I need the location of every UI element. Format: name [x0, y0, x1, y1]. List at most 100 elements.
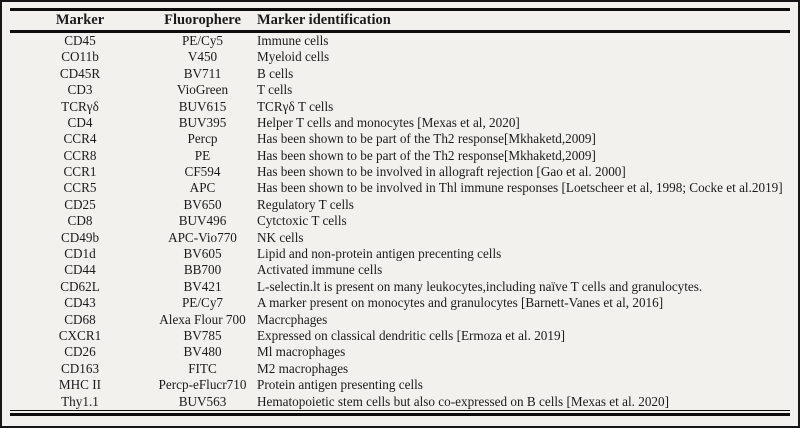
cell-fluorophore: BUV395	[178, 115, 227, 130]
cell-fluorophore: APC-Vio770	[168, 230, 237, 245]
cell-marker: CD44	[64, 263, 96, 278]
cell-fluorophore: PE/Cy7	[181, 296, 224, 311]
table-row: CD68 Alexa Flour 700 Macrcphages	[10, 312, 790, 328]
cell-identification: L-selectin.lt is present on many leukocy…	[257, 279, 703, 294]
cell-marker: CCR1	[63, 165, 97, 180]
table-row: CXCR1 BV785 Expressed on classical dendrit…	[10, 328, 790, 344]
cell-fluorophore: BV421	[183, 279, 222, 294]
cell-fluorophore: Percp-eFlucr710	[158, 378, 247, 393]
table-bottom-thin-rule	[10, 409, 790, 411]
table-row: CCR8 PE Has been shown to be part of the T…	[10, 148, 790, 164]
cell-fluorophore: Alexa Flour 700	[159, 312, 246, 327]
table-row: CD26 BV480 Ml macrophages	[10, 344, 790, 360]
cell-identification: Cytctoxic T cells	[257, 214, 347, 229]
header-bottom-rule	[10, 30, 790, 33]
cell-fluorophore: PE	[194, 148, 211, 163]
cell-identification: Has been shown to be part of the Th2 res…	[257, 132, 596, 147]
cell-fluorophore: VioGreen	[176, 83, 229, 98]
table-row: CD163 FITC M2 macrophages	[10, 361, 790, 377]
cell-marker: CD26	[64, 345, 96, 360]
header-fluorophore: Fluorophere	[164, 12, 241, 28]
cell-marker: CD25	[64, 197, 96, 212]
cell-fluorophore: PE/Cy5	[181, 33, 224, 48]
cell-marker: CD43	[64, 296, 96, 311]
cell-marker: CCR4	[63, 132, 97, 147]
table-row: CD1d BV605 Lipid and non-protein antigen p…	[10, 246, 790, 262]
table-top-rule	[10, 8, 790, 11]
cell-identification: Ml macrophages	[257, 345, 346, 360]
table-row: CD62L BV421 L-selectin.lt is present on ma…	[10, 279, 790, 295]
cell-marker: CD49b	[60, 230, 100, 245]
header-marker-identification: Marker identification	[257, 12, 391, 28]
cell-identification: Activated immune cells	[257, 263, 383, 278]
cell-marker: CO11b	[61, 50, 99, 65]
cell-identification: B cells	[257, 66, 294, 81]
cell-identification: Lipid and non-protein antigen precenting…	[257, 247, 502, 262]
cell-identification: Macrcphages	[257, 312, 328, 327]
cell-identification: M2 macrophages	[257, 361, 349, 376]
cell-marker: CD8	[67, 214, 93, 229]
cell-marker: CCR8	[63, 148, 97, 163]
cell-marker: CD1d	[64, 247, 96, 262]
table-row: CD45 PE/Cy5 Immune cells	[10, 33, 790, 49]
cell-marker: CD4	[67, 115, 93, 130]
table-row: CD3 VioGreen T cells	[10, 82, 790, 98]
cell-identification: A marker present on monocytes and granul…	[257, 296, 664, 311]
cell-identification: Has been shown to be involved in Thl imm…	[257, 181, 783, 196]
cell-identification: Helper T cells and monocytes [Mexas et a…	[257, 115, 520, 130]
header-marker: Marker	[55, 12, 105, 28]
cell-fluorophore: BV785	[183, 328, 222, 343]
cell-marker: CD68	[64, 312, 96, 327]
cell-fluorophore: BUV496	[178, 214, 227, 229]
table-row: MHC II Percp-eFlucr710 Protein antigen pre…	[10, 377, 790, 393]
cell-identification: Hematopoietic stem cells but also co-exp…	[257, 394, 669, 409]
cell-identification: Expressed on classical dendritic cells […	[257, 328, 565, 343]
table-row: CD44 BB700 Activated immune cells	[10, 262, 790, 278]
table-row: CD8 BUV496 Cytctoxic T cells	[10, 213, 790, 229]
table-header-row: Marker Fluorophere Marker identification	[10, 11, 790, 30]
cell-fluorophore: BV650	[183, 197, 222, 212]
table-body: CD45 PE/Cy5 Immune cells CO11b V450 Myeloid c…	[10, 33, 790, 410]
table-row: CD49b APC-Vio770 NK cells	[10, 230, 790, 246]
cell-identification: Regulatory T cells	[257, 197, 354, 212]
cell-marker: CD62L	[60, 279, 100, 294]
cell-identification: Has been shown to be part of the Th2 res…	[257, 148, 596, 163]
cell-marker: CD3	[67, 83, 93, 98]
table-row: CD45R BV711 B cells	[10, 66, 790, 82]
table-row: CD25 BV650 Regulatory T cells	[10, 197, 790, 213]
cell-fluorophore: V450	[187, 50, 218, 65]
table-row: Thy1.1 BUV563 Hematopoietic stem cells but…	[10, 394, 790, 410]
cell-marker: Thy1.1	[61, 394, 99, 409]
cell-identification: Myeloid cells	[257, 50, 330, 65]
cell-fluorophore: BB700	[183, 263, 222, 278]
table-row: CO11b V450 Myeloid cells	[10, 49, 790, 65]
cell-fluorophore: BUV563	[178, 394, 227, 409]
table-row: CCR4 Percp Has been shown to be part of th…	[10, 131, 790, 147]
cell-marker: CD45	[64, 33, 96, 48]
cell-identification: NK cells	[257, 230, 304, 245]
cell-fluorophore: BV480	[183, 345, 222, 360]
cell-identification: Protein antigen presenting cells	[257, 378, 423, 393]
cell-fluorophore: BUV615	[178, 99, 227, 114]
table-row: TCRγδ BUV615 TCRγδ T cells	[10, 99, 790, 115]
cell-fluorophore: Percp	[187, 132, 218, 147]
table-row: CCR5 APC Has been shown to be involved in …	[10, 181, 790, 197]
cell-marker: CXCR1	[58, 328, 102, 343]
cell-marker: TCRγδ	[61, 99, 99, 114]
cell-marker: MHC II	[58, 378, 102, 393]
cell-identification: T cells	[257, 83, 293, 98]
cell-marker: CD163	[60, 361, 100, 376]
cell-fluorophore: FITC	[188, 361, 217, 376]
cell-identification: TCRγδ T cells	[257, 99, 334, 114]
cell-identification: Immune cells	[257, 33, 329, 48]
cell-fluorophore: APC	[189, 181, 216, 196]
cell-fluorophore: BV605	[183, 247, 222, 262]
table-row: CCR1 CF594 Has been shown to be involved i…	[10, 164, 790, 180]
table-row: CD4 BUV395 Helper T cells and monocytes [M…	[10, 115, 790, 131]
cell-fluorophore: BV711	[183, 66, 222, 81]
cell-marker: CCR5	[63, 181, 97, 196]
cell-fluorophore: CF594	[184, 165, 221, 180]
cell-marker: CD45R	[59, 66, 101, 81]
table-row: CD43 PE/Cy7 A marker present on monocytes …	[10, 295, 790, 311]
